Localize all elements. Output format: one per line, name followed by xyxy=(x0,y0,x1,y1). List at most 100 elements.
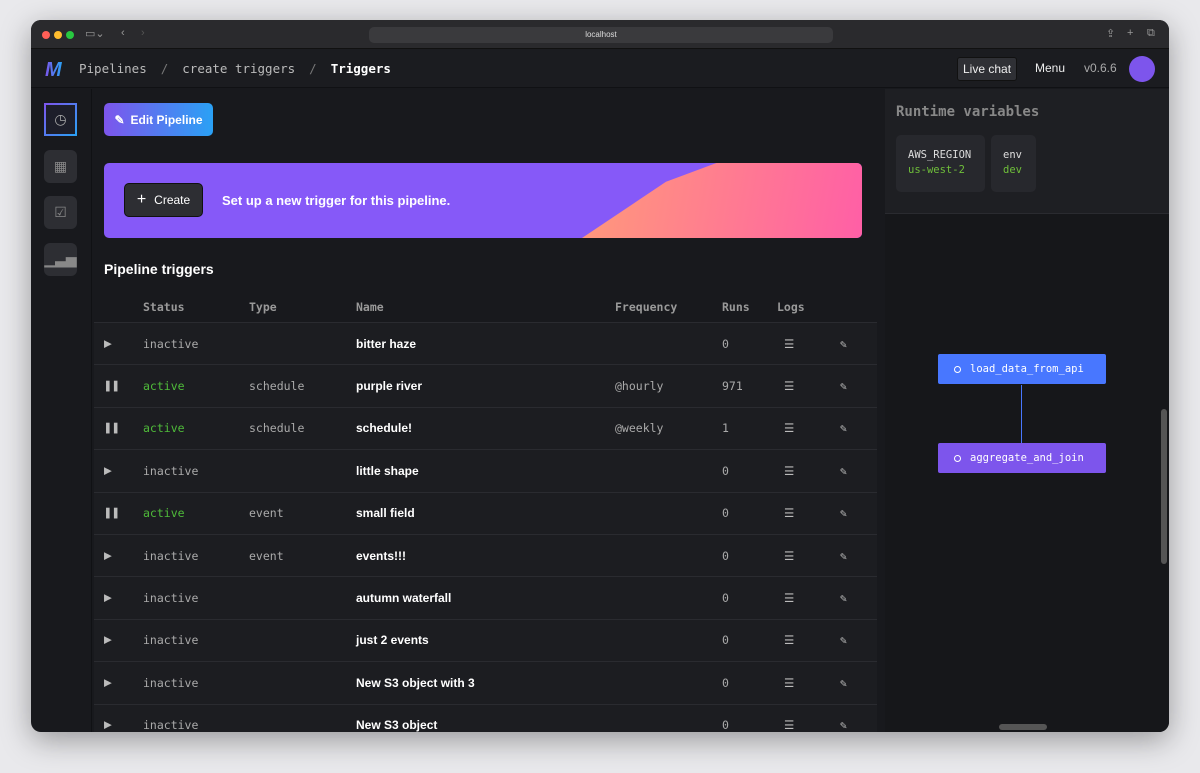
edit-icon[interactable]: ✎ xyxy=(840,675,847,690)
blocks-icon: ▦ xyxy=(53,158,68,174)
logs-icon[interactable]: ☰ xyxy=(784,548,795,563)
trigger-name[interactable]: schedule! xyxy=(356,421,413,436)
breadcrumb-pipeline[interactable]: create triggers xyxy=(182,61,296,76)
variable-key: env xyxy=(1003,149,1022,161)
trigger-status: inactive xyxy=(143,463,199,478)
url-bar[interactable]: localhost xyxy=(369,27,833,43)
logs-icon[interactable]: ☰ xyxy=(784,633,795,648)
logs-icon[interactable]: ☰ xyxy=(784,591,795,606)
close-window-button[interactable] xyxy=(42,31,50,39)
trigger-name[interactable]: New S3 object xyxy=(356,718,438,732)
edit-icon[interactable]: ✎ xyxy=(840,633,847,648)
forward-icon[interactable]: › xyxy=(141,27,145,39)
trigger-name[interactable]: little shape xyxy=(356,463,419,478)
avatar[interactable] xyxy=(1129,56,1155,82)
pencil-icon: ✎ xyxy=(114,112,125,127)
tabs-icon[interactable]: ⧉ xyxy=(1147,27,1155,39)
back-icon[interactable]: ‹ xyxy=(121,27,125,39)
edit-icon[interactable]: ✎ xyxy=(840,591,847,606)
variable-value: dev xyxy=(1003,164,1022,176)
breadcrumb-pipelines[interactable]: Pipelines xyxy=(79,61,147,76)
menu-button[interactable]: Menu xyxy=(1035,61,1066,75)
table-row[interactable]: ▶ inactive event events!!! 0 ☰ ✎ xyxy=(94,534,877,578)
play-icon[interactable]: ▶ xyxy=(104,336,112,352)
table-row[interactable]: ❚❚ active schedule schedule! @weekly 1 ☰… xyxy=(94,407,877,451)
pause-icon[interactable]: ❚❚ xyxy=(104,378,120,394)
play-icon[interactable]: ▶ xyxy=(104,463,112,479)
trigger-status: inactive xyxy=(143,718,199,732)
graph-horizontal-scrollbar[interactable] xyxy=(999,724,1047,730)
play-icon[interactable]: ▶ xyxy=(104,675,112,691)
edit-icon[interactable]: ✎ xyxy=(840,506,847,521)
variable-key: AWS_REGION xyxy=(908,149,972,161)
table-row[interactable]: ▶ inactive just 2 events 0 ☰ ✎ xyxy=(94,619,877,663)
logs-icon[interactable]: ☰ xyxy=(784,336,795,351)
edit-pipeline-button[interactable]: ✎ Edit Pipeline xyxy=(104,103,213,136)
table-row[interactable]: ▶ inactive autumn waterfall 0 ☰ ✎ xyxy=(94,577,877,620)
variable-value: us-west-2 xyxy=(908,164,965,176)
pause-icon[interactable]: ❚❚ xyxy=(104,505,120,521)
trigger-name[interactable]: small field xyxy=(356,506,415,521)
logs-icon[interactable]: ☰ xyxy=(784,421,795,436)
trigger-name[interactable]: just 2 events xyxy=(356,633,429,648)
trigger-name[interactable]: events!!! xyxy=(356,548,407,563)
edit-icon[interactable]: ✎ xyxy=(840,421,847,436)
play-icon[interactable]: ▶ xyxy=(104,717,112,732)
graph-vertical-scrollbar[interactable] xyxy=(1161,409,1167,564)
trigger-runs: 0 xyxy=(722,675,729,690)
edit-icon[interactable]: ✎ xyxy=(840,379,847,394)
logs-icon[interactable]: ☰ xyxy=(784,463,795,478)
logo[interactable]: M xyxy=(45,59,62,81)
play-icon[interactable]: ▶ xyxy=(104,632,112,648)
trigger-name[interactable]: autumn waterfall xyxy=(356,591,452,606)
banner-text: Set up a new trigger for this pipeline. xyxy=(222,193,451,208)
edge-line xyxy=(1021,385,1022,445)
trigger-frequency: @hourly xyxy=(615,379,664,394)
sidebar-toggle-icon[interactable]: ▭⌄ xyxy=(85,28,105,40)
sidebar-item-triggers[interactable]: ◷ xyxy=(44,103,77,136)
edit-pipeline-label: Edit Pipeline xyxy=(130,112,203,127)
trigger-name[interactable]: New S3 object with 3 xyxy=(356,675,475,690)
edit-icon[interactable]: ✎ xyxy=(840,548,847,563)
play-icon[interactable]: ▶ xyxy=(104,548,112,564)
trigger-runs: 1 xyxy=(722,421,729,436)
table-row[interactable]: ❚❚ active event small field 0 ☰ ✎ xyxy=(94,492,877,535)
live-chat-button[interactable]: Live chat xyxy=(957,57,1018,81)
logs-icon[interactable]: ☰ xyxy=(784,675,795,690)
new-tab-icon[interactable]: + xyxy=(1127,27,1134,39)
play-icon[interactable]: ▶ xyxy=(104,590,112,606)
logs-icon[interactable]: ☰ xyxy=(784,718,795,732)
trigger-name[interactable]: purple river xyxy=(356,379,423,394)
block-node[interactable]: load_data_from_api xyxy=(938,354,1106,384)
edit-icon[interactable]: ✎ xyxy=(840,336,847,351)
col-runs: Runs xyxy=(722,299,750,314)
share-icon[interactable]: ⇪ xyxy=(1106,28,1116,40)
col-logs: Logs xyxy=(777,299,805,314)
edit-icon[interactable]: ✎ xyxy=(840,463,847,478)
logs-icon[interactable]: ☰ xyxy=(784,379,795,394)
status-circle-icon xyxy=(954,454,961,462)
trigger-status: active xyxy=(143,421,185,436)
version-label: v0.6.6 xyxy=(1084,61,1117,75)
trigger-status: inactive xyxy=(143,336,199,351)
minimize-window-button[interactable] xyxy=(54,31,62,39)
sidebar-item-monitor[interactable]: ▁▃▅ xyxy=(44,243,77,276)
sidebar: ◷ ▦ ☑ ▁▃▅ xyxy=(31,89,92,732)
maximize-window-button[interactable] xyxy=(66,31,74,39)
table-row[interactable]: ▶ inactive little shape 0 ☰ ✎ xyxy=(94,450,877,493)
table-row[interactable]: ▶ inactive New S3 object 0 ☰ ✎ xyxy=(94,704,877,732)
table-row[interactable]: ❚❚ active schedule purple river @hourly … xyxy=(94,365,877,408)
col-type: Type xyxy=(249,299,277,314)
table-row[interactable]: ▶ inactive bitter haze 0 ☰ ✎ xyxy=(94,323,877,366)
edit-icon[interactable]: ✎ xyxy=(840,718,847,732)
logs-icon[interactable]: ☰ xyxy=(784,506,795,521)
sidebar-item-checklist[interactable]: ☑ xyxy=(44,196,77,229)
main-content: ✎ Edit Pipeline + Create Set up a new trig… xyxy=(92,89,885,732)
trigger-name[interactable]: bitter haze xyxy=(356,336,417,351)
pause-icon[interactable]: ❚❚ xyxy=(104,420,120,436)
triggers-table: Status Type Name Frequency Runs Logs ▶ i… xyxy=(94,291,877,732)
table-row[interactable]: ▶ inactive New S3 object with 3 0 ☰ ✎ xyxy=(94,662,877,705)
block-node[interactable]: aggregate_and_join xyxy=(938,443,1106,473)
sidebar-item-blocks[interactable]: ▦ xyxy=(44,150,77,183)
create-trigger-button[interactable]: + Create xyxy=(124,183,203,217)
